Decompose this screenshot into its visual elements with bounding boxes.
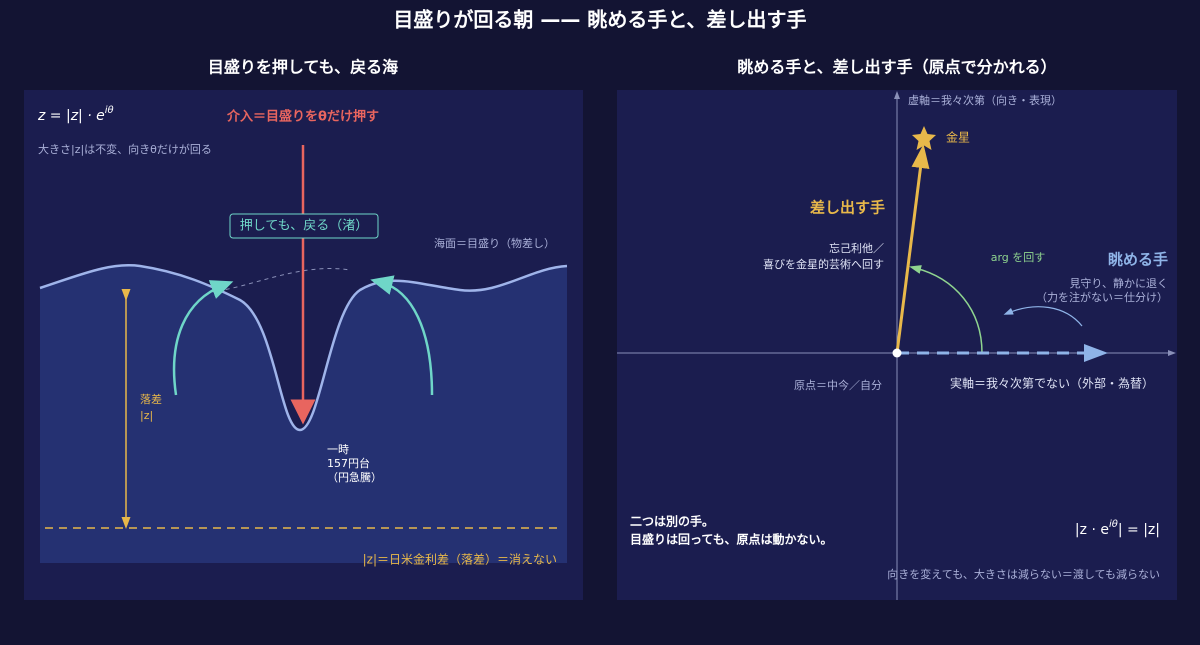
intervention-label: 介入＝目盛りをθだけ押す — [226, 109, 379, 125]
summary: 目盛りは回っても、原点は動かない。 — [630, 532, 832, 547]
watch-hand: 眺める手 — [1108, 251, 1168, 269]
star — [912, 126, 936, 150]
identity: |z · eiθ| = |z| — [1075, 519, 1160, 538]
return-arrow — [172, 280, 234, 396]
sea — [40, 265, 567, 563]
origin — [892, 348, 902, 358]
origin-label: 原点＝中今／自分 — [794, 378, 882, 392]
arg-arc — [909, 265, 983, 354]
watch-note: （力を注がない＝仕分け） — [1036, 290, 1168, 304]
panel-title: 眺める手と、差し出す手（原点で分かれる） — [737, 58, 1056, 77]
retreat-arrow — [1003, 306, 1083, 327]
offer-vector — [895, 144, 930, 354]
star-label: 金星 — [946, 130, 970, 145]
return-arrow — [370, 275, 434, 396]
note: 大きさ|z|は不変、向きθだけが回る — [38, 142, 212, 156]
drop-label: |z| — [140, 409, 153, 422]
sea-surface — [39, 264, 568, 432]
footer: 向きを変えても、大きさは減らない＝渡しても減らない — [887, 567, 1160, 581]
offer-hand: 差し出す手 — [810, 199, 885, 217]
axis-label: 虚軸＝我々次第（向き・表現） — [908, 93, 1062, 107]
shore-label: 押しても、戻る（渚） — [240, 219, 369, 234]
event-label: （円急騰） — [327, 470, 382, 484]
offer-note: 喜びを金星的芸術へ回す — [763, 257, 884, 271]
event-label: 157円台 — [327, 456, 370, 470]
axis-label: 実軸＝我々次第でない（外部・為替） — [950, 376, 1154, 391]
watch-note: 見守り、静かに退く — [1069, 276, 1168, 290]
event-label: 一時 — [327, 443, 349, 456]
sea-label: 海面＝目盛り（物差し） — [434, 236, 555, 250]
panel-title: 目盛りを押しても、戻る海 — [208, 58, 398, 77]
formula: z = |z| · eiθ — [37, 105, 114, 124]
label-box — [229, 213, 379, 239]
arg-label: arg を回す — [991, 251, 1046, 264]
page-title: 目盛りが回る朝 —— 眺める手と、差し出す手 — [393, 8, 806, 32]
offer-note: 忘己利他／ — [829, 241, 884, 255]
baseline-label: |z|＝日米金利差（落差）＝消えない — [363, 552, 557, 567]
summary: 二つは別の手。 — [630, 514, 714, 529]
drop-label: 落差 — [140, 392, 162, 406]
